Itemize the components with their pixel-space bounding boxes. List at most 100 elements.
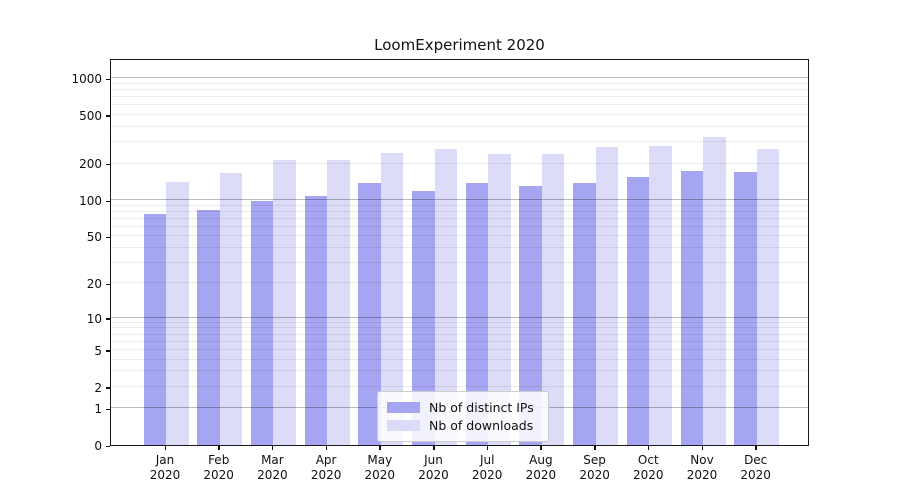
bar-distinct-ips (143, 213, 166, 445)
gridline (111, 96, 808, 98)
gridline (111, 217, 808, 219)
gridline (111, 385, 808, 387)
bar-downloads (541, 153, 565, 445)
bar-downloads (649, 145, 672, 445)
gridline (111, 204, 808, 206)
y-tick-mark (106, 318, 110, 320)
y-tick-label: 10 (86, 311, 102, 326)
bar-downloads (273, 159, 296, 445)
y-tick-label: 50 (86, 230, 102, 245)
gridline (111, 114, 808, 115)
y-tick-mark (106, 236, 110, 239)
x-tick-label: Mar 2020 (257, 453, 288, 482)
x-tick-mark (218, 446, 220, 450)
chart-title: LoomExperiment 2020 (374, 36, 545, 54)
bar-distinct-ips (680, 171, 703, 445)
y-tick-mark (106, 283, 110, 286)
bar-distinct-ips (519, 186, 542, 445)
x-tick-mark (325, 446, 328, 450)
plot-area (110, 59, 809, 446)
bar-downloads (380, 153, 404, 445)
gridline (111, 225, 808, 227)
gridline (111, 282, 808, 284)
bar-distinct-ips (304, 196, 328, 445)
x-tick-mark (755, 446, 757, 450)
bar-distinct-ips (573, 183, 596, 445)
gridline (111, 210, 808, 212)
x-tick-label: May 2020 (364, 453, 396, 482)
y-tick-label: 1000 (71, 72, 102, 87)
gridline (111, 321, 808, 323)
x-tick-mark (271, 446, 274, 450)
gridline (111, 141, 808, 142)
y-tick-mark (106, 387, 110, 389)
gridline (111, 235, 808, 237)
bar-distinct-ips (412, 190, 435, 445)
legend: Nb of distinct IPs Nb of downloads (377, 391, 549, 442)
x-tick-mark (701, 446, 703, 450)
gridline (111, 333, 808, 335)
bar-downloads (756, 149, 780, 445)
gridline (111, 77, 808, 79)
gridline (111, 370, 808, 372)
legend-swatch-distinct-ips (387, 402, 420, 413)
gridline (111, 104, 808, 106)
gridline (111, 358, 808, 360)
bar-downloads (434, 149, 457, 445)
gridline (111, 327, 808, 329)
y-tick-label: 200 (79, 157, 102, 172)
y-tick-mark (106, 78, 110, 81)
gridline (111, 125, 808, 127)
x-tick-label: Jul 2020 (471, 453, 503, 482)
y-tick-label: 500 (79, 108, 102, 123)
bar-downloads (488, 153, 511, 445)
y-tick-label: 100 (79, 194, 102, 208)
x-tick-mark (594, 446, 596, 450)
y-tick-mark (106, 350, 110, 352)
bar-downloads (219, 173, 243, 445)
gridline (111, 246, 808, 248)
x-tick-label: Nov 2020 (686, 453, 718, 482)
x-tick-mark (486, 446, 489, 450)
legend-swatch-downloads (387, 420, 420, 431)
bar-distinct-ips (250, 200, 274, 445)
y-tick-label: 20 (86, 277, 102, 292)
legend-item-distinct-ips: Nb of distinct IPs (387, 399, 539, 416)
bar-distinct-ips (465, 183, 489, 445)
x-tick-label: Feb 2020 (203, 453, 234, 482)
bar-distinct-ips (358, 182, 381, 445)
x-tick-mark (164, 446, 166, 450)
y-tick-mark (106, 408, 110, 411)
x-tick-label: Sep 2020 (579, 453, 610, 482)
x-tick-label: Jan 2020 (149, 453, 181, 482)
y-tick-mark (106, 200, 110, 202)
legend-label-downloads: Nb of downloads (429, 418, 534, 433)
x-tick-label: Dec 2020 (740, 453, 771, 482)
bar-downloads (166, 181, 189, 445)
y-tick-label: 1 (94, 402, 102, 417)
gridline (111, 199, 808, 200)
gridline (111, 348, 808, 350)
gridline (111, 89, 808, 91)
y-tick-mark (106, 115, 110, 117)
x-tick-label: Oct 2020 (633, 453, 664, 482)
y-tick-label: 5 (94, 343, 102, 358)
y-tick-label: 2 (94, 380, 102, 395)
x-tick-label: Apr 2020 (310, 453, 342, 482)
y-tick-label: 0 (94, 439, 102, 453)
gridline (111, 162, 808, 164)
x-tick-mark (647, 446, 650, 450)
bar-distinct-ips (734, 171, 757, 445)
y-tick-mark (106, 445, 110, 447)
bar-distinct-ips (197, 210, 220, 445)
x-tick-mark (433, 446, 435, 450)
gridline (111, 261, 808, 263)
y-tick-mark (106, 163, 110, 166)
x-tick-label: Jun 2020 (418, 453, 449, 482)
x-tick-label: Aug 2020 (525, 453, 557, 482)
x-tick-mark (379, 446, 381, 450)
x-tick-mark (540, 446, 542, 450)
bar-downloads (595, 147, 619, 445)
gridline (111, 340, 808, 342)
